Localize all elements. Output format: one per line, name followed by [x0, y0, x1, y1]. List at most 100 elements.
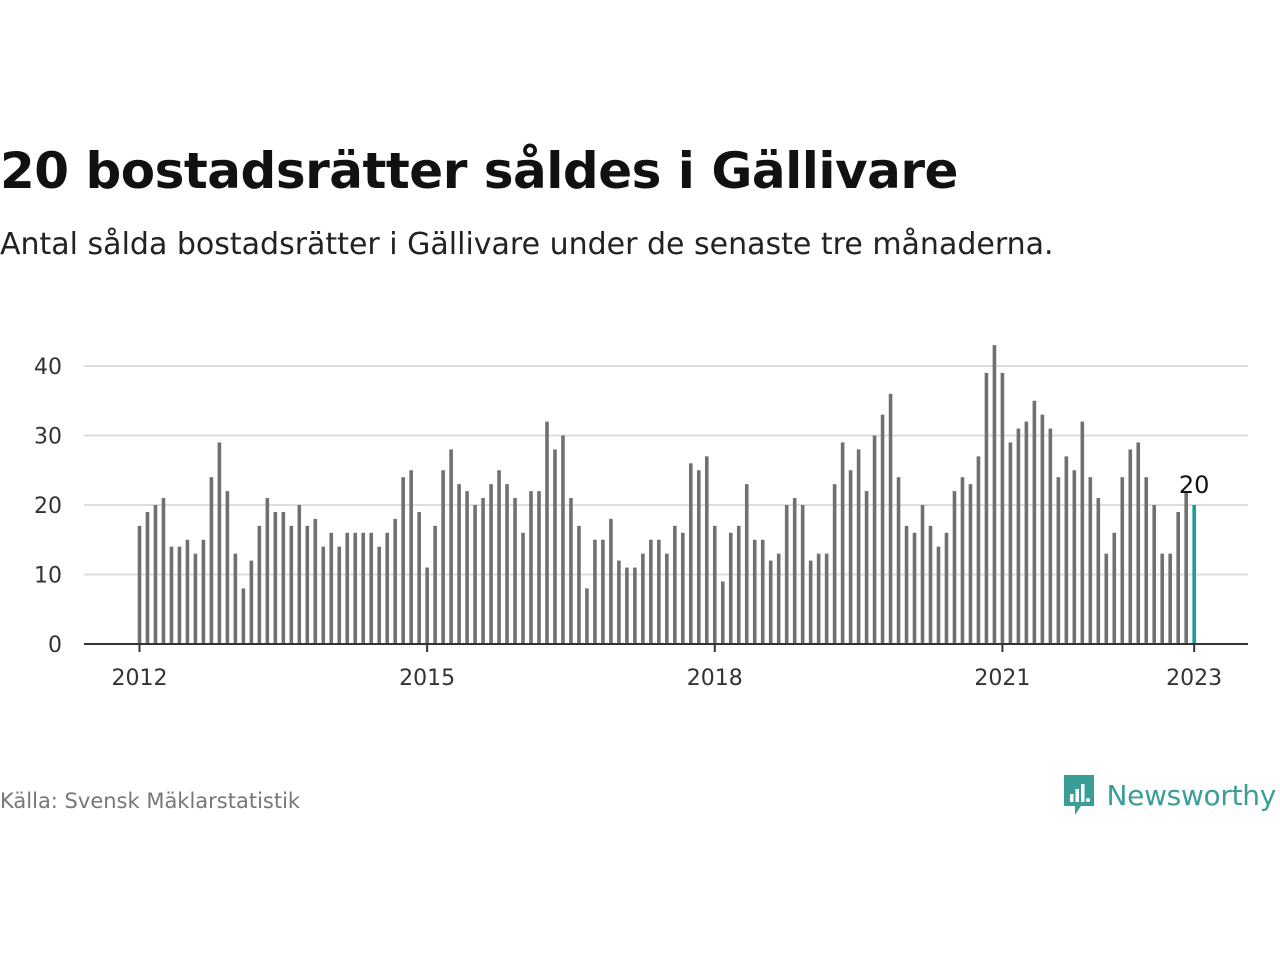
bar [960, 477, 965, 644]
bar [1160, 553, 1165, 644]
bar [625, 567, 629, 644]
bar [353, 532, 358, 644]
bar [305, 525, 310, 644]
bar [489, 484, 493, 644]
bar [800, 505, 805, 644]
brand-logo[interactable]: Newsworthy [1061, 772, 1276, 818]
last-value-label: 20 [1179, 471, 1210, 499]
bar [1104, 553, 1109, 644]
bar [257, 525, 262, 644]
bar [145, 511, 150, 644]
bar [297, 505, 302, 644]
bar [1136, 442, 1141, 644]
bar [385, 532, 389, 644]
y-tick-label: 30 [34, 425, 62, 450]
bar [161, 498, 166, 644]
bar [896, 477, 901, 644]
bar [689, 463, 693, 644]
bar [209, 477, 214, 644]
x-tick-label: 2023 [1166, 666, 1222, 691]
bar [992, 345, 997, 644]
bar [217, 442, 222, 644]
bar [936, 546, 941, 644]
bar [824, 553, 829, 644]
bar [904, 525, 909, 644]
bar [505, 484, 509, 644]
chart-subtitle: Antal sålda bostadsrätter i Gällivare un… [0, 227, 1054, 262]
bar [409, 470, 413, 644]
bar [864, 491, 869, 644]
bar [337, 546, 342, 644]
bar [593, 539, 597, 644]
bar [401, 477, 405, 644]
bar [984, 372, 989, 644]
bar [792, 498, 797, 644]
bar [473, 505, 477, 644]
bar [776, 553, 781, 644]
bar [657, 539, 661, 644]
bar [201, 539, 206, 644]
bar [1152, 505, 1157, 644]
y-tick-label: 0 [48, 633, 62, 658]
bar [888, 393, 893, 644]
bar [177, 546, 182, 644]
bar [1056, 477, 1061, 644]
chart-title: 20 bostadsrätter såldes i Gällivare [0, 142, 958, 200]
bar-highlight [1192, 505, 1196, 644]
bar [481, 498, 485, 644]
bar [513, 498, 517, 644]
bar [720, 581, 725, 644]
bar [577, 525, 581, 644]
bar [553, 449, 557, 644]
bar [465, 491, 469, 644]
bar [728, 532, 733, 644]
bar [880, 414, 885, 644]
bar [1040, 414, 1045, 644]
bar [569, 498, 573, 644]
bar [1032, 400, 1037, 644]
bar [601, 539, 605, 644]
bar [1120, 477, 1125, 644]
bar [920, 505, 925, 644]
bar [808, 560, 813, 644]
bar [1168, 553, 1173, 644]
bar [1048, 428, 1053, 644]
bar [856, 449, 861, 644]
y-tick-label: 10 [34, 564, 62, 589]
bar [537, 491, 541, 644]
bar [1008, 442, 1013, 644]
bar [169, 546, 174, 644]
bar [313, 518, 318, 644]
bar [529, 491, 533, 644]
bar [521, 532, 525, 644]
x-tick-label: 2015 [399, 666, 455, 691]
bars [137, 345, 1196, 644]
bar [457, 484, 461, 644]
bar [153, 505, 158, 644]
bar [345, 532, 350, 644]
bar [449, 449, 453, 644]
bar [872, 435, 877, 644]
bar [1024, 421, 1029, 644]
x-tick-label: 2018 [687, 666, 743, 691]
bar [433, 525, 437, 644]
bar [665, 553, 669, 644]
bar [417, 511, 421, 644]
bar [329, 532, 334, 644]
bar [744, 484, 749, 644]
bar [816, 553, 821, 644]
bar [649, 539, 653, 644]
bar [673, 525, 677, 644]
bar [681, 532, 685, 644]
bar [321, 546, 326, 644]
bar [1080, 421, 1085, 644]
bar [369, 532, 374, 644]
bar [968, 484, 973, 644]
bar [289, 525, 294, 644]
bar [225, 491, 230, 644]
bar [928, 525, 933, 644]
bar [697, 470, 701, 644]
bar [976, 456, 981, 644]
source-note: Källa: Svensk Mäklarstatistik [0, 789, 301, 813]
bar-chart: 0 10 20 30 40 2012 2015 2018 2021 2023 20 [34, 345, 1248, 691]
